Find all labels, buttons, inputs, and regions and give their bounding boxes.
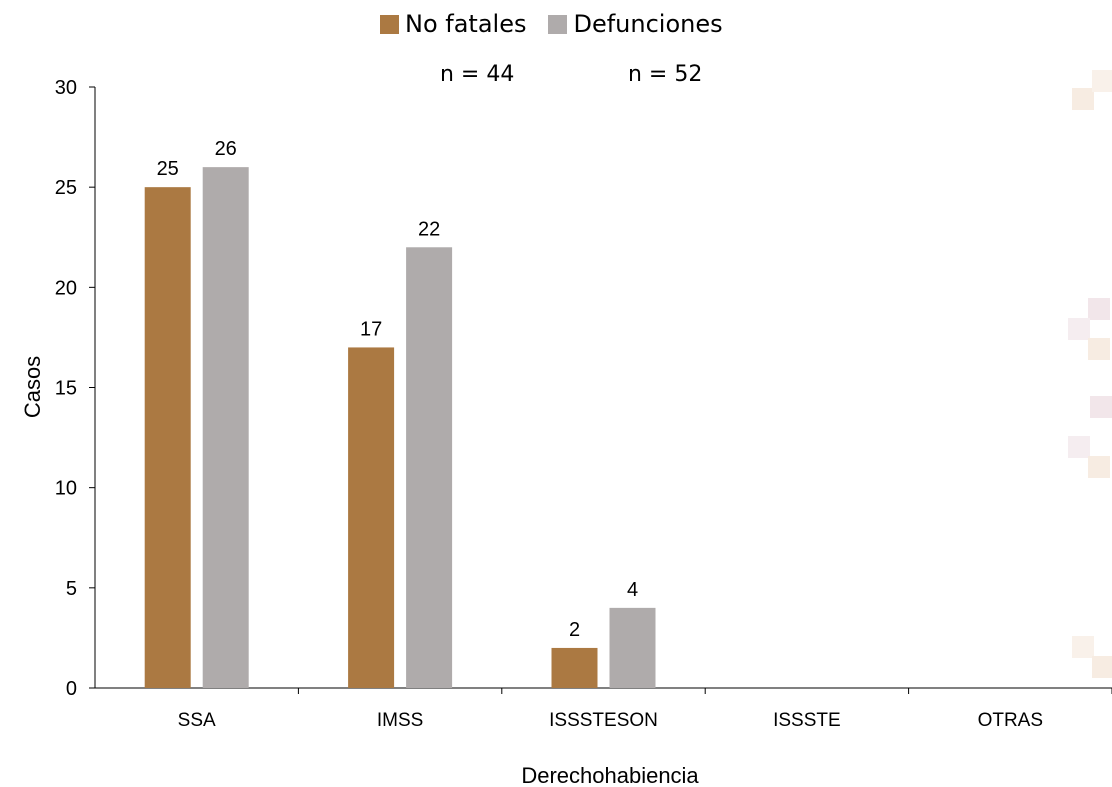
y-tick-label: 0 xyxy=(66,678,77,700)
y-tick-label: 10 xyxy=(55,478,77,500)
y-tick-label: 5 xyxy=(66,578,77,600)
legend-label-no-fatales: No fatales xyxy=(405,10,527,38)
legend: No fatales Defunciones xyxy=(380,6,723,42)
legend-swatch-no-fatales xyxy=(380,14,399,34)
data-label: 26 xyxy=(215,138,237,160)
x-tick-label: ISSSTE xyxy=(773,710,841,731)
bar-defunciones-ssa xyxy=(202,167,249,689)
x-tick-label: SSA xyxy=(178,710,216,731)
data-label: 17 xyxy=(360,318,382,340)
data-label: 25 xyxy=(157,158,179,180)
annotation-n-defunciones: n = 52 xyxy=(628,62,703,87)
data-label: 2 xyxy=(569,619,580,641)
x-tick-label: IMSS xyxy=(377,710,423,731)
legend-label-defunciones: Defunciones xyxy=(573,10,723,38)
x-tick-label: OTRAS xyxy=(978,710,1043,731)
x-axis-label: Derechohabiencia xyxy=(521,763,699,787)
y-tick-label: 30 xyxy=(55,77,77,99)
data-label: 22 xyxy=(418,218,440,240)
y-tick-label: 15 xyxy=(55,378,77,400)
legend-item-defunciones: Defunciones xyxy=(548,10,723,38)
data-label: 4 xyxy=(627,579,638,601)
legend-swatch-defunciones xyxy=(548,14,568,34)
legend-item-no-fatales: No fatales xyxy=(380,10,526,38)
y-tick-label: 20 xyxy=(55,277,77,299)
y-axis-label: Casos xyxy=(20,356,45,418)
bar-defunciones-imss xyxy=(406,247,453,688)
bar-defunciones-isssteson xyxy=(609,607,656,688)
y-tick-label: 25 xyxy=(55,177,77,199)
bar-no-fatales-imss xyxy=(348,347,395,688)
x-tick-label: ISSSTESON xyxy=(549,710,658,731)
annotation-n-no-fatales: n = 44 xyxy=(440,62,515,87)
bar-no-fatales-isssteson xyxy=(551,647,598,688)
bar-no-fatales-ssa xyxy=(144,187,191,688)
